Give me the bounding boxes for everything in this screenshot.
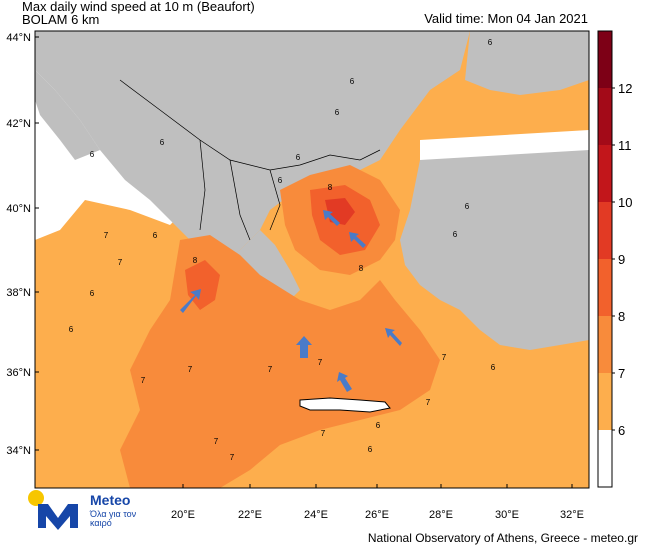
contour-label: 7: [268, 365, 273, 374]
valid-time: Valid time: Mon 04 Jan 2021: [424, 11, 588, 26]
contour-label: 7: [214, 437, 219, 446]
colorbar-swatch: [598, 316, 612, 373]
contour-label: 6: [335, 108, 340, 117]
lon-label: 30°E: [495, 509, 519, 521]
contour-label: 6: [90, 289, 95, 298]
lon-label: 24°E: [304, 509, 328, 521]
lat-label: 44°N: [6, 32, 31, 44]
country-borders: [119, 79, 381, 241]
contour-label: 6: [278, 176, 283, 185]
wind-arrow-north-aegean-2: [349, 232, 366, 248]
lon-ticks: [182, 484, 573, 488]
contour-label: 7: [104, 231, 109, 240]
colorbar-swatch: [598, 430, 612, 487]
lat-label: 34°N: [6, 445, 31, 457]
contour-label: 7: [118, 258, 123, 267]
lat-label: 38°N: [6, 287, 31, 299]
contour-label: 6: [153, 231, 158, 240]
land-balkans: [35, 31, 470, 270]
colorbar-label: 9: [618, 252, 625, 267]
contour-label: 7: [426, 398, 431, 407]
colorbar-label: 6: [618, 423, 625, 438]
map-title: Max daily wind speed at 10 m (Beaufort): [22, 0, 255, 14]
contour-label: 6: [491, 363, 496, 372]
lat-label: 36°N: [6, 367, 31, 379]
contour-label: 6: [296, 153, 301, 162]
colorbar-swatch: [598, 31, 612, 88]
meteo-logo-icon: [28, 490, 78, 530]
land-crete: [299, 397, 391, 413]
contour-label: 7: [230, 453, 235, 462]
contour-label: 7: [188, 365, 193, 374]
footer-credit: National Observatory of Athens, Greece -…: [367, 531, 638, 545]
contour-label: 6: [90, 150, 95, 159]
colorbar-swatch: [598, 373, 612, 430]
contour-label: 7: [321, 429, 326, 438]
lon-labels: 20°E 22°E 24°E 26°E 28°E 30°E 32°E: [171, 509, 584, 521]
lat-labels: 44°N 42°N 40°N 38°N 36°N 34°N: [6, 32, 31, 457]
model-name: BOLAM 6 km: [22, 12, 100, 27]
wind-arrow-crete: [337, 372, 352, 392]
colorbar-swatch: [598, 202, 612, 259]
lon-label: 26°E: [365, 509, 389, 521]
wind-arrow-cyclades: [296, 336, 312, 358]
meteo-logo: Meteo Όλα για τον καιρό: [28, 490, 168, 530]
lon-label: 22°E: [238, 509, 262, 521]
contour-label: 6: [350, 77, 355, 86]
contour-label: 6: [160, 138, 165, 147]
land-italy-heel: [35, 70, 100, 160]
logo-tagline: Όλα για τον καιρό: [90, 509, 137, 528]
lon-label: 28°E: [429, 509, 453, 521]
wind-arrow-dodecanese: [385, 328, 402, 346]
land-black-sea-shore: [465, 31, 589, 95]
contour-label: 6: [69, 325, 74, 334]
contour-label: 6: [376, 421, 381, 430]
colorbar-swatch: [598, 145, 612, 202]
contour-label: 8: [193, 256, 198, 265]
contour-labels: 6 6 6 6 6 6 6 6 6 6 6 6 6 6 7 7 7 7 7 7 …: [69, 38, 496, 462]
lat-label: 40°N: [6, 203, 31, 215]
colorbar-label: 12: [618, 81, 632, 96]
map-frame: [34, 30, 590, 489]
wind-arrow-north-aegean-1: [323, 210, 340, 226]
contour-label: 6: [465, 202, 470, 211]
wind-arrows: [180, 210, 402, 392]
colorbar-swatch: [598, 88, 612, 145]
lat-ticks: [35, 36, 39, 451]
colorbar-label: 11: [618, 138, 632, 153]
contour-label: 7: [318, 358, 323, 367]
land-anatolia: [400, 150, 589, 350]
colorbar-label: 7: [618, 366, 625, 381]
lon-label: 20°E: [171, 509, 195, 521]
colorbar-label: 10: [618, 195, 632, 210]
contour-label: 8: [328, 183, 333, 192]
contour-label: 6: [488, 38, 493, 47]
contour-label: 6: [368, 445, 373, 454]
lat-label: 42°N: [6, 118, 31, 130]
contour-label: 6: [453, 230, 458, 239]
colorbar-label: 8: [618, 309, 625, 324]
contour-label: 8: [359, 264, 364, 273]
logo-brand: Meteo: [90, 492, 131, 508]
colorbar: 6 7 8 9 10 11 12: [597, 30, 632, 488]
wind-arrow-ionian: [180, 289, 201, 313]
colorbar-swatch: [598, 259, 612, 316]
contour-label: 7: [141, 376, 146, 385]
contour-label: 7: [442, 353, 447, 362]
lon-label: 32°E: [560, 509, 584, 521]
